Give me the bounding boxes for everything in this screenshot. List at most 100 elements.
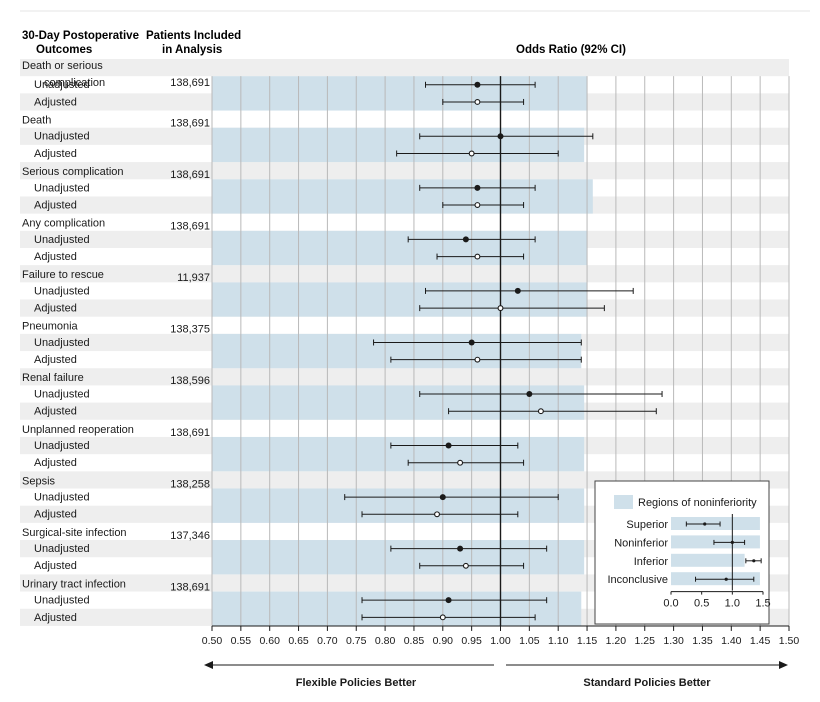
unadjusted-label: Unadjusted: [34, 440, 90, 452]
outcome-name: Any complication: [22, 218, 105, 230]
x-tick-label: 1.50: [779, 635, 800, 647]
adjusted-label: Adjusted: [34, 560, 77, 572]
adjusted-label: Adjusted: [34, 509, 77, 521]
x-tick-label: 1.35: [692, 635, 713, 647]
patients-count: 138,691: [170, 169, 210, 181]
point-estimate-open: [457, 459, 464, 466]
adjusted-label: Adjusted: [34, 612, 77, 624]
footer-left-label: Flexible Policies Better: [296, 677, 417, 689]
point-estimate-filled: [445, 442, 452, 449]
unadjusted-label: Unadjusted: [34, 182, 90, 194]
point-estimate-open: [434, 511, 440, 518]
x-tick-label: 0.60: [259, 635, 280, 647]
x-tick-label: 0.50: [202, 635, 223, 647]
point-estimate-open: [474, 356, 481, 363]
outcome-name: Pneumonia: [22, 321, 79, 333]
legend-point: [752, 559, 756, 563]
adjusted-label: Adjusted: [34, 148, 77, 160]
legend-tick-label: 0.5: [694, 598, 709, 610]
patients-count: 138,691: [170, 427, 210, 439]
adjusted-ci: [396, 150, 559, 157]
point-estimate-filled: [474, 184, 481, 191]
noninferiority-region: [212, 282, 588, 317]
header-patients-line1: Patients Included: [146, 30, 241, 42]
patients-count: 138,691: [170, 221, 210, 233]
noninferiority-region: [212, 385, 585, 420]
x-tick-label: 1.45: [750, 635, 771, 647]
adjusted-ci: [361, 511, 519, 518]
unadjusted-label: Unadjusted: [34, 131, 90, 143]
point-estimate-filled: [439, 494, 446, 501]
patients-count: 138,691: [170, 581, 210, 593]
outcome-group: Death or serious complication 138,691 Unadj…: [22, 60, 536, 108]
legend-rows: Superior Noninferior Inferior Inconclusive 0…: [607, 514, 771, 610]
outcome-name: Renal failure: [22, 372, 84, 384]
x-tick-label: 0.85: [404, 635, 425, 647]
outcome-group: Surgical-site infection 137,346 Unadjusted…: [22, 527, 548, 572]
outcome-name: Death: [22, 115, 51, 127]
unadjusted-ci: [407, 236, 536, 243]
x-axis: 0.50 0.55 0.60 0.65 0.70 0.75 0.80 0.85 0.90 0.95…: [202, 625, 800, 647]
legend-tick-label: 0.0: [663, 598, 678, 610]
patients-count: 138,691: [170, 77, 210, 89]
adjusted-label: Adjusted: [34, 251, 77, 263]
header-patients-line2: in Analysis: [162, 44, 222, 56]
outcome-group: Serious complication 138,691 Unadjusted Adj…: [22, 166, 536, 211]
noninferiority-region: [212, 179, 593, 214]
adjusted-ci: [390, 356, 582, 363]
point-estimate-filled: [497, 133, 504, 140]
unadjusted-label: Unadjusted: [34, 492, 90, 504]
footer: Flexible Policies Better Standard Polici…: [204, 661, 788, 689]
unadjusted-ci: [373, 339, 582, 346]
point-estimate-open: [474, 253, 481, 260]
outcome-name: Failure to rescue: [22, 269, 104, 281]
adjusted-ci: [436, 253, 525, 260]
patients-count: 137,346: [170, 530, 210, 542]
point-estimate-filled: [468, 339, 475, 346]
adjusted-ci: [442, 98, 525, 105]
outcome-name: Urinary tract infection: [22, 578, 126, 590]
legend-point: [703, 522, 707, 526]
unadjusted-ci: [390, 545, 548, 552]
legend: Regions of noninferiority Superior Noninf…: [594, 480, 771, 625]
patients-count: 138,596: [170, 375, 210, 387]
adjusted-label: Adjusted: [34, 354, 77, 366]
outcome-group: Sepsis 138,258 Unadjusted Adjusted: [22, 475, 559, 521]
outcome-name: Surgical-site infection: [22, 527, 127, 539]
legend-tick-label: 1.0: [725, 598, 740, 610]
unadjusted-ci: [424, 287, 634, 294]
x-tick-label: 1.20: [606, 635, 627, 647]
outcome-group: Urinary tract infection 138,691 Unadjusted…: [22, 578, 548, 624]
point-estimate-open: [474, 98, 481, 105]
header-outcomes-line2: Outcomes: [36, 44, 92, 56]
outcome-group: Death 138,691 Unadjusted Adjusted: [22, 115, 594, 160]
x-tick-label: 0.65: [288, 635, 309, 647]
noninferiority-region: [212, 76, 588, 111]
point-estimate-filled: [474, 81, 481, 88]
adjusted-ci: [419, 305, 605, 312]
x-tick-label: 1.05: [519, 635, 540, 647]
legend-row-label: Noninferior: [614, 537, 668, 549]
patients-count: 138,375: [170, 324, 210, 336]
header-outcomes-line1: 30-Day Postoperative: [22, 30, 139, 42]
unadjusted-ci: [419, 133, 594, 140]
adjusted-ci: [419, 562, 525, 569]
point-estimate-filled: [445, 597, 452, 604]
x-tick-label: 1.10: [548, 635, 569, 647]
grid-lines: [211, 76, 790, 626]
noninferiority-region: [212, 127, 585, 163]
adjusted-ci: [448, 408, 657, 415]
outcome-name: Serious complication: [22, 166, 124, 178]
x-tick-label: 1.40: [721, 635, 742, 647]
point-estimate-filled: [526, 391, 533, 398]
point-estimate-open: [497, 305, 504, 312]
outcome-group: Renal failure 138,596 Unadjusted Adjusted: [22, 372, 663, 418]
x-tick-label: 1.15: [577, 635, 598, 647]
point-estimate-open: [537, 408, 544, 415]
x-tick-label: 0.80: [375, 635, 396, 647]
adjusted-ci: [407, 459, 525, 466]
outcome-name: Sepsis: [22, 475, 56, 487]
unadjusted-ci: [390, 442, 519, 449]
adjusted-label: Adjusted: [34, 199, 77, 211]
